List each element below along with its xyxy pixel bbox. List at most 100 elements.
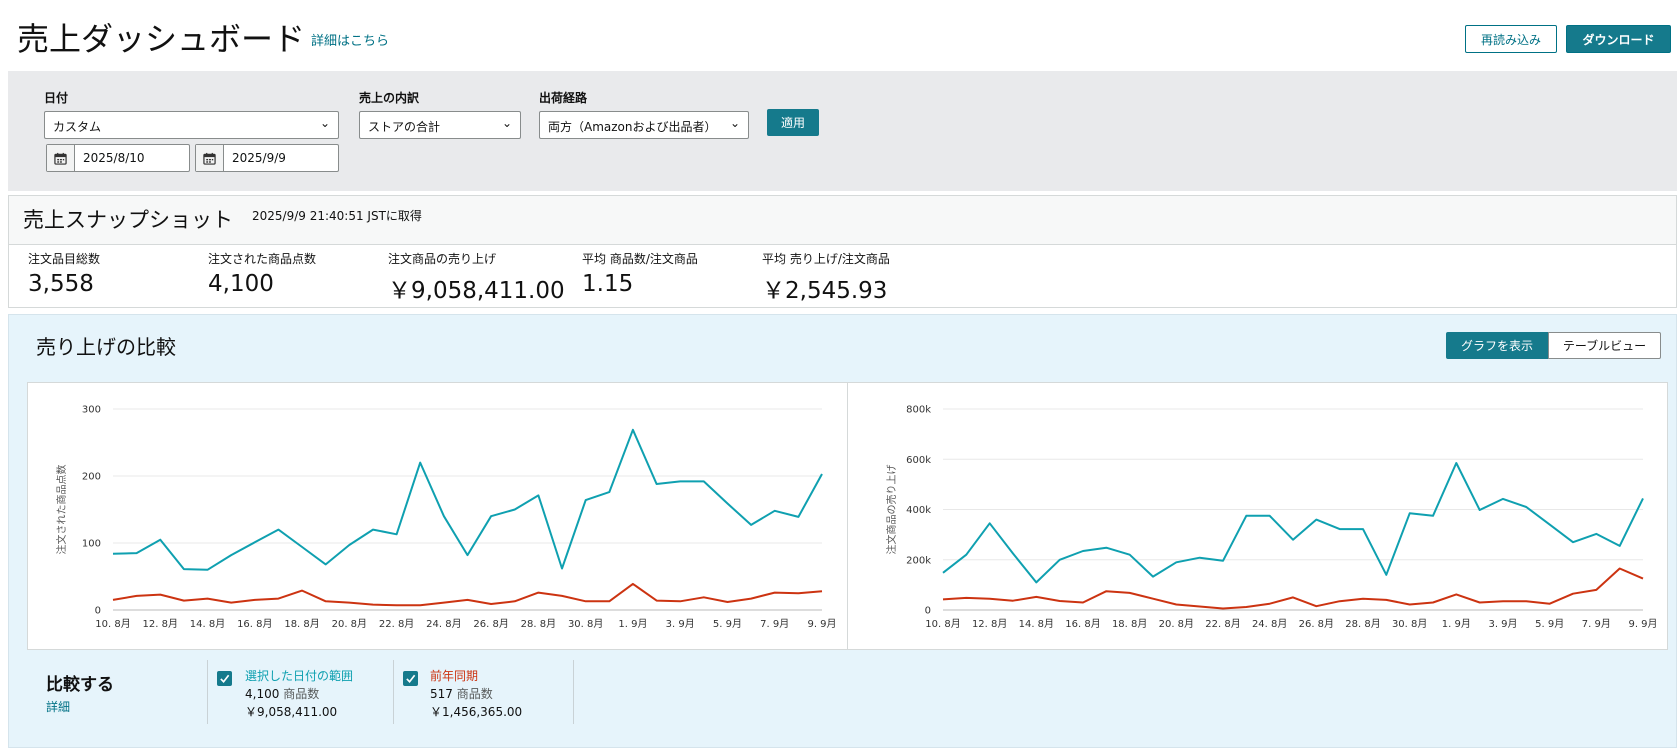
legend-sales: ￥9,058,411.00 xyxy=(245,705,338,719)
x-tick-label: 26. 8月 xyxy=(473,618,508,630)
start-date-input[interactable]: 2025/8/10 xyxy=(46,144,190,172)
breakdown-select[interactable]: ストアの合計 ⌄ xyxy=(359,111,521,139)
series-line-current xyxy=(942,462,1644,584)
end-date-input[interactable]: 2025/9/9 xyxy=(195,144,339,172)
x-tick-label: 20. 8月 xyxy=(332,618,367,630)
snapshot-title: 売上スナップショット xyxy=(23,208,233,232)
calendar-icon xyxy=(47,145,75,171)
compare-label: 比較する xyxy=(46,675,114,695)
metric-label: 注文商品の売り上げ xyxy=(388,252,497,266)
chevron-down-icon: ⌄ xyxy=(501,116,512,130)
end-date-value: 2025/9/9 xyxy=(232,151,286,165)
page-title: 売上ダッシュボード xyxy=(17,20,306,58)
y-tick-label: 200 xyxy=(82,472,101,483)
metric-ordered-sales: 注文商品の売り上げ ￥9,058,411.00 xyxy=(388,250,565,305)
date-range-select[interactable]: カスタム ⌄ xyxy=(44,111,339,139)
breakdown-value: ストアの合計 xyxy=(368,120,441,134)
x-tick-label: 18. 8月 xyxy=(284,618,319,630)
metric-order-items: 注文品目総数 3,558 xyxy=(28,250,100,297)
metric-value: 4,100 xyxy=(208,271,274,297)
selected-range-checkbox[interactable] xyxy=(217,671,232,686)
breakdown-label: 売上の内訳 xyxy=(359,91,420,105)
metric-label: 注文品目総数 xyxy=(28,252,101,266)
snapshot-timestamp: 2025/9/9 21:40:51 JSTに取得 xyxy=(252,209,422,223)
x-tick-label: 26. 8月 xyxy=(1299,618,1334,630)
calendar-icon xyxy=(196,145,224,171)
x-tick-label: 30. 8月 xyxy=(1392,618,1427,630)
x-tick-label: 30. 8月 xyxy=(568,618,603,630)
chevron-down-icon: ⌄ xyxy=(729,116,740,130)
legend-name: 前年同期 xyxy=(430,669,479,683)
legend-units-value: 517 xyxy=(430,687,453,701)
y-tick-label: 400k xyxy=(906,505,931,516)
legend-name: 選択した日付の範囲 xyxy=(245,669,354,683)
metric-value: ￥9,058,411.00 xyxy=(388,278,565,304)
prior-year-checkbox[interactable] xyxy=(403,671,418,686)
x-tick-label: 28. 8月 xyxy=(521,618,556,630)
series-line-prior-year xyxy=(942,567,1644,610)
channel-value: 両方（Amazonおよび出品者） xyxy=(548,120,717,134)
x-tick-label: 20. 8月 xyxy=(1159,618,1194,630)
table-view-button[interactable]: テーブルビュー xyxy=(1548,332,1661,359)
y-tick-label: 800k xyxy=(906,405,931,416)
metric-avg-units: 平均 商品数/注文商品 1.15 xyxy=(582,250,698,297)
sales-comparison: 売り上げの比較 グラフを表示 テーブルビュー 0 100 200 300 注文された商品… xyxy=(8,314,1677,748)
y-axis-label: 注文された商品点数 xyxy=(55,465,68,555)
channel-select[interactable]: 両方（Amazonおよび出品者） ⌄ xyxy=(539,111,749,139)
y-tick-label: 100 xyxy=(82,539,101,550)
x-tick-label: 9. 9月 xyxy=(807,618,836,630)
metric-label: 注文された商品点数 xyxy=(208,252,317,266)
divider xyxy=(573,660,574,724)
x-tick-label: 7. 9月 xyxy=(1582,618,1611,630)
legend-units-value: 4,100 xyxy=(245,687,280,701)
x-tick-label: 5. 9月 xyxy=(713,618,742,630)
filter-bar: 日付 カスタム ⌄ 2025/8/10 2025/9/9 売上の内訳 ストアの合… xyxy=(8,71,1677,191)
metric-value: 1.15 xyxy=(582,271,634,297)
details-link[interactable]: 詳細はこちら xyxy=(311,34,390,49)
metric-avg-sales: 平均 売り上げ/注文商品 ￥2,545.93 xyxy=(762,250,890,305)
legend-units-label: 商品数 xyxy=(456,687,493,701)
x-tick-label: 16. 8月 xyxy=(1065,618,1100,630)
legend-units-label: 商品数 xyxy=(283,687,320,701)
check-icon xyxy=(220,674,230,683)
date-label: 日付 xyxy=(44,91,69,105)
start-date-value: 2025/8/10 xyxy=(83,151,145,165)
y-tick-label: 0 xyxy=(925,606,931,617)
legend-selected-range: 選択した日付の範囲 4,100 商品数 ￥9,058,411.00 xyxy=(245,667,353,721)
x-tick-label: 28. 8月 xyxy=(1345,618,1380,630)
sales-chart: 0 200k 400k 600k 800k 注文商品の売り上げ 10. 8月 12. 8月 14… xyxy=(885,405,1658,631)
x-tick-label: 16. 8月 xyxy=(237,618,272,630)
charts-panel: 0 100 200 300 注文された商品点数 10. 8月 12. 8月 14. 8月 16.… xyxy=(27,382,1668,650)
x-tick-label: 1. 9月 xyxy=(618,618,647,630)
metric-label: 平均 商品数/注文商品 xyxy=(582,252,698,266)
y-tick-label: 0 xyxy=(95,606,101,617)
download-button[interactable]: ダウンロード xyxy=(1566,25,1671,53)
x-tick-label: 22. 8月 xyxy=(1205,618,1240,630)
x-tick-label: 10. 8月 xyxy=(925,618,960,630)
x-tick-label: 3. 9月 xyxy=(666,618,695,630)
series-line-prior-year xyxy=(112,582,823,607)
units-chart: 0 100 200 300 注文された商品点数 10. 8月 12. 8月 14. 8月 16.… xyxy=(55,405,837,631)
legend-sales: ￥1,456,365.00 xyxy=(430,705,523,719)
channel-label: 出荷経路 xyxy=(539,91,588,105)
legend-units: 4,100 商品数 xyxy=(245,685,353,703)
reload-button[interactable]: 再読み込み xyxy=(1465,25,1557,53)
chevron-down-icon: ⌄ xyxy=(319,116,330,130)
x-tick-label: 18. 8月 xyxy=(1112,618,1147,630)
sales-snapshot: 売上スナップショット 2025/9/9 21:40:51 JSTに取得 注文品目… xyxy=(8,195,1677,308)
divider xyxy=(207,660,208,724)
divider xyxy=(393,660,394,724)
x-tick-label: 10. 8月 xyxy=(95,618,130,630)
metric-value: ￥2,545.93 xyxy=(762,278,888,304)
compare-details-link[interactable]: 詳細 xyxy=(46,700,71,714)
x-tick-label: 12. 8月 xyxy=(972,618,1007,630)
x-tick-label: 22. 8月 xyxy=(379,618,414,630)
check-icon xyxy=(406,674,416,683)
header: 売上ダッシュボード 詳細はこちら 再読み込み ダウンロード xyxy=(0,0,1677,70)
x-tick-label: 12. 8月 xyxy=(143,618,178,630)
graph-view-button[interactable]: グラフを表示 xyxy=(1446,332,1548,359)
x-tick-label: 14. 8月 xyxy=(1019,618,1054,630)
x-tick-label: 7. 9月 xyxy=(760,618,789,630)
x-tick-label: 24. 8月 xyxy=(426,618,461,630)
apply-button[interactable]: 適用 xyxy=(767,109,819,136)
